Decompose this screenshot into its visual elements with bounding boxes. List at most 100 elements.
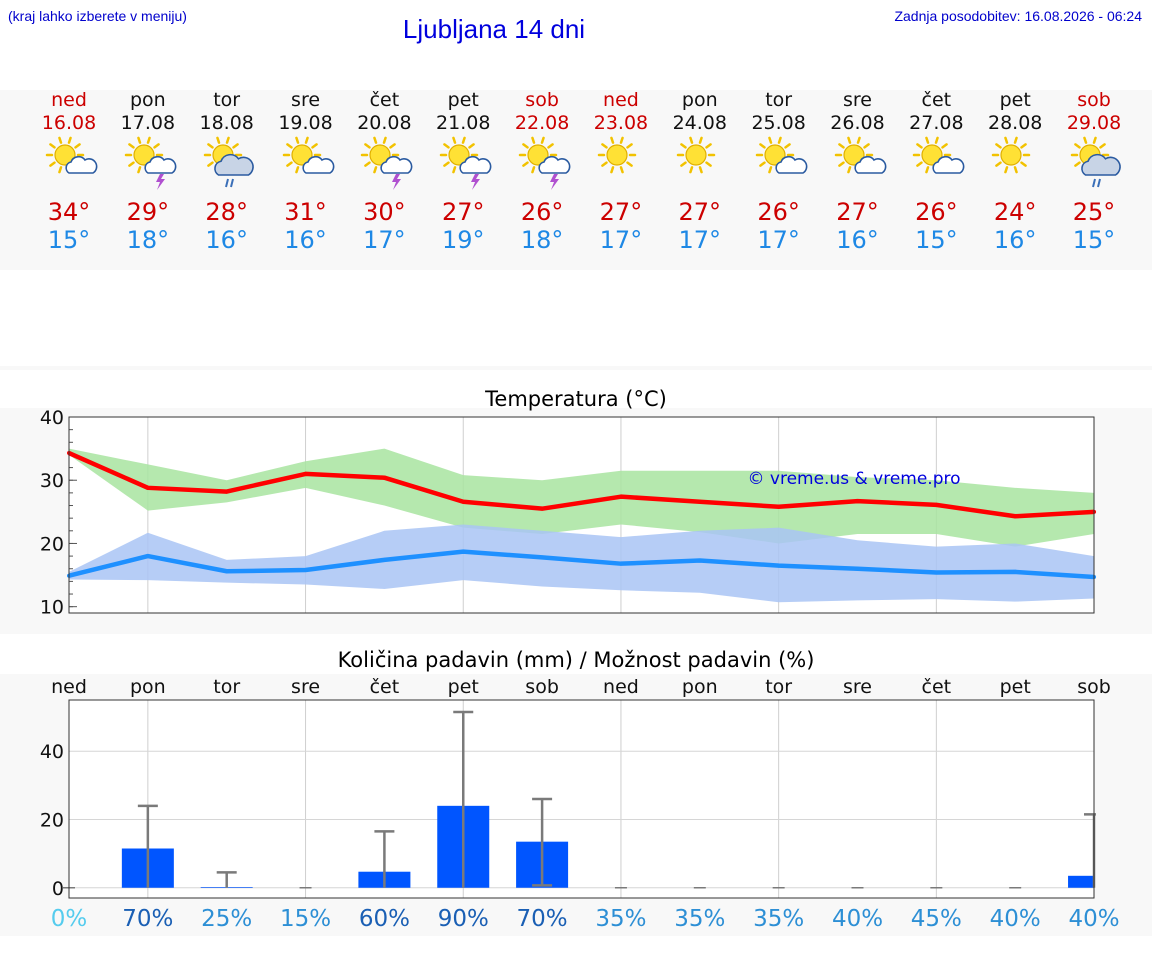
day-label: ned (51, 676, 87, 698)
sun-cloud-icon (280, 135, 340, 191)
precipitation-chance: 40% (832, 906, 883, 932)
min-temperature-point (934, 570, 939, 575)
min-temperature: 15° (915, 226, 958, 254)
last-update: Zadnja posodobitev: 16.08.2026 - 06:24 (894, 8, 1142, 24)
day-label: sre (291, 676, 320, 698)
precipitation-chance: 35% (753, 906, 804, 932)
sun-icon (989, 135, 1049, 191)
min-temperature-point (461, 549, 466, 554)
watermark: © vreme.us & vreme.pro (747, 469, 960, 489)
sun-cloud-icon (43, 135, 103, 191)
precipitation-chart-title: Količina padavin (mm) / Možnost padavin … (337, 648, 815, 672)
separator (0, 366, 1152, 370)
y-tick-label: 20 (40, 533, 64, 555)
day-name: sob (525, 89, 559, 111)
max-temperature-point (145, 485, 150, 490)
precipitation-chance: 90% (438, 906, 489, 932)
precipitation-chart: ned pon tor sre čet pet sob ned pon tor sre čet pet s… (40, 676, 1120, 932)
day-label: sob (1077, 676, 1111, 698)
min-temperature: 16° (284, 226, 327, 254)
min-temperature: 18° (520, 226, 564, 254)
sun-cloud-icon (910, 135, 970, 191)
day-label: tor (765, 676, 792, 698)
y-tick-label: 20 (40, 809, 64, 831)
max-temperature: 27° (836, 198, 879, 226)
sun-icon (595, 135, 655, 191)
min-temperature-point (224, 569, 229, 574)
precipitation-chance: 35% (595, 906, 646, 932)
day-name: pet (999, 89, 1031, 111)
min-temperature: 16° (836, 226, 879, 254)
max-temperature: 34° (47, 198, 91, 226)
day-label: ned (603, 676, 639, 698)
precipitation-chance: 0% (51, 906, 88, 932)
precipitation-chance: 40% (990, 906, 1041, 932)
day-name: čet (921, 89, 952, 111)
y-tick-label: 0 (52, 878, 64, 900)
min-temperature: 15° (1072, 226, 1116, 254)
min-temperature: 17° (678, 226, 722, 254)
day-date: 18.08 (199, 112, 254, 134)
y-tick-label: 10 (40, 597, 64, 619)
min-temperature-point (697, 558, 702, 563)
sun-cloud-storm-icon (516, 135, 576, 191)
day-label: tor (213, 676, 240, 698)
max-temperature: 27° (441, 198, 485, 226)
max-temperature: 28° (205, 198, 248, 226)
min-temperature-point (145, 554, 150, 559)
sun-cloud-rain-icon (201, 135, 261, 191)
max-temperature: 27° (678, 198, 722, 226)
day-name: ned (51, 89, 87, 111)
min-temperature: 16° (993, 226, 1037, 254)
max-temperature: 27° (599, 198, 643, 226)
day-date: 29.08 (1066, 112, 1122, 134)
temperature-chart-title: Temperatura (°C) (485, 387, 667, 411)
precipitation-bar (1068, 875, 1094, 888)
max-temperature-point (697, 499, 702, 504)
day-date: 25.08 (751, 112, 806, 134)
min-temperature-point (303, 568, 308, 573)
day-name: sre (843, 89, 872, 111)
max-temperature: 26° (757, 198, 800, 226)
max-temperature-point (934, 502, 939, 507)
day-date: 22.08 (514, 112, 570, 134)
y-tick-label: 30 (40, 470, 64, 492)
precipitation-chance: 70% (122, 906, 173, 932)
sun-cloud-rain-icon (1068, 135, 1128, 191)
sun-icon (674, 135, 734, 191)
max-temperature: 26° (915, 198, 958, 226)
max-temperature-point (382, 475, 387, 480)
max-temperature: 31° (284, 198, 327, 226)
max-temperature-point (776, 504, 781, 509)
precipitation-chance: 45% (911, 906, 962, 932)
day-name: tor (765, 89, 793, 111)
day-date: 16.08 (41, 112, 97, 134)
min-temperature-line (68, 549, 1095, 580)
day-name: sre (291, 89, 321, 111)
max-temperature: 25° (1072, 198, 1116, 226)
sun-cloud-storm-icon (437, 135, 497, 191)
min-temperature-point (382, 557, 387, 562)
precipitation-chance: 60% (359, 906, 410, 932)
precipitation-chance: 25% (201, 906, 252, 932)
plot-area (69, 700, 1094, 898)
min-temperature-point (855, 566, 860, 571)
max-temperature-point (855, 499, 860, 504)
temperature-chart: 10 20 30 40 © vreme.us & vreme.pro (40, 410, 1097, 619)
day-label: čet (370, 676, 400, 698)
day-date: 24.08 (672, 112, 727, 134)
day-name: tor (213, 89, 241, 111)
sun-cloud-icon (753, 135, 813, 191)
min-temperature: 18° (126, 226, 170, 254)
day-date: 19.08 (278, 112, 333, 134)
min-temperature: 17° (757, 226, 800, 254)
max-temperature: 30° (363, 198, 406, 226)
day-name: ned (603, 89, 639, 111)
day-date: 23.08 (593, 112, 649, 134)
day-name: sob (1077, 89, 1111, 111)
max-temperature-point (461, 499, 466, 504)
plot-frame (68, 416, 1095, 614)
min-temperature-point (776, 563, 781, 568)
y-tick-label: 40 (40, 410, 64, 429)
day-date: 28.08 (987, 112, 1043, 134)
